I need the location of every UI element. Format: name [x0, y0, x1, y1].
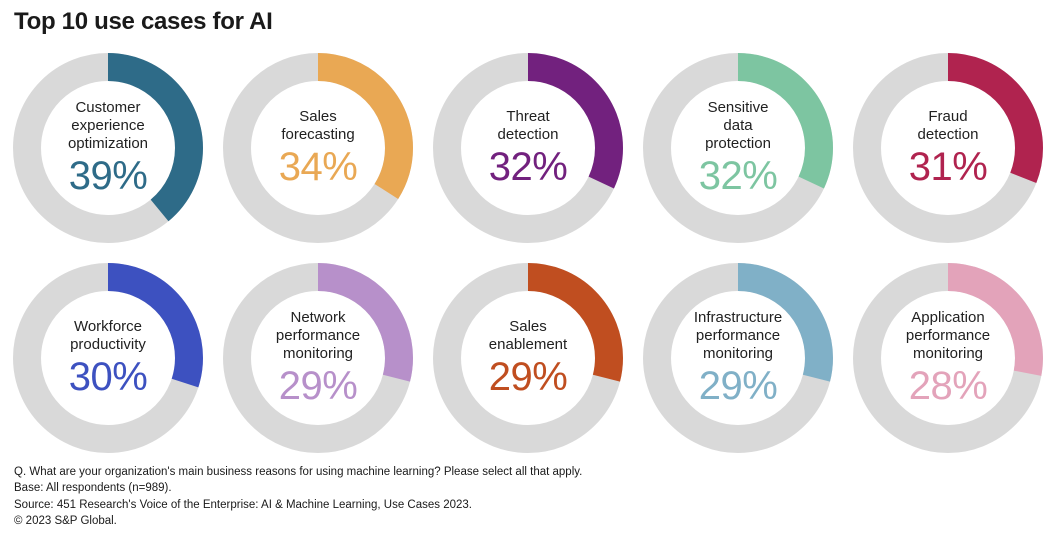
donut-label: Sales forecasting — [281, 108, 355, 143]
donut-value: 30% — [68, 355, 148, 399]
footnotes: Q. What are your organization's main bus… — [14, 464, 582, 529]
donut-value: 31% — [908, 145, 988, 189]
donut-value: 29% — [488, 355, 568, 399]
donut-arc — [643, 53, 833, 243]
donut-arc — [223, 53, 413, 243]
donut-value: 32% — [488, 145, 568, 189]
donut-center: Threat detection 32% — [461, 81, 595, 215]
donut-value: 29% — [278, 364, 358, 408]
donut-label: Sales enablement — [488, 318, 568, 353]
donut-ring — [223, 263, 413, 453]
donut-center: Infrastructure performance monitoring 29% — [671, 291, 805, 425]
donut-center: Sensitive data protection 32% — [671, 81, 805, 215]
donut-arc — [433, 53, 623, 243]
donut-label: Threat detection — [497, 108, 559, 143]
footnote-copyright: © 2023 S&P Global. — [14, 514, 117, 527]
donut-fraud-detection: Fraud detection 31% — [853, 53, 1043, 243]
donut-arc — [13, 263, 203, 453]
donut-ring — [853, 53, 1043, 243]
donut-arc — [223, 263, 413, 453]
footnote-question: Q. What are your organization's main bus… — [14, 466, 583, 478]
footnote-base: Base: All respondents (n=989). — [14, 482, 172, 495]
donut-center: Customer experience optimization 39% — [41, 81, 175, 215]
donut-label: Fraud detection — [917, 108, 979, 143]
donut-value: 29% — [698, 364, 778, 408]
donut-arc — [13, 53, 203, 243]
donut-center: Sales forecasting 34% — [251, 81, 385, 215]
donut-sales-enablement: Sales enablement 29% — [433, 263, 623, 453]
donut-center: Fraud detection 31% — [881, 81, 1015, 215]
donut-customer-experience-optimization: Customer experience optimization 39% — [13, 53, 203, 243]
donut-ring — [433, 53, 623, 243]
footnote-source: Source: 451 Research's Voice of the Ente… — [14, 498, 472, 511]
donut-value: 28% — [908, 364, 988, 408]
donut-ring — [853, 263, 1043, 453]
donut-ring — [223, 53, 413, 243]
donut-center: Sales enablement 29% — [461, 291, 595, 425]
donut-center: Workforce productivity 30% — [41, 291, 175, 425]
donut-ring — [13, 53, 203, 243]
donut-workforce-productivity: Workforce productivity 30% — [13, 263, 203, 453]
page-title: Top 10 use cases for AI — [14, 8, 273, 35]
donut-label: Workforce productivity — [70, 318, 146, 353]
donut-arc — [853, 263, 1043, 453]
donut-infrastructure-performance-monitoring: Infrastructure performance monitoring 29% — [643, 263, 833, 453]
donut-value: 34% — [278, 145, 358, 189]
donut-network-performance-monitoring: Network performance monitoring 29% — [223, 263, 413, 453]
donut-ring — [13, 263, 203, 453]
donut-arc — [643, 263, 833, 453]
donut-label: Infrastructure performance monitoring — [693, 309, 783, 362]
donut-value: 32% — [698, 154, 778, 198]
donut-center: Application performance monitoring 28% — [881, 291, 1015, 425]
donut-center: Network performance monitoring 29% — [251, 291, 385, 425]
donut-label: Network performance monitoring — [275, 309, 361, 362]
donut-threat-detection: Threat detection 32% — [433, 53, 623, 243]
donut-label: Customer experience optimization — [67, 99, 149, 152]
donut-application-performance-monitoring: Application performance monitoring 28% — [853, 263, 1043, 453]
donut-ring — [433, 263, 623, 453]
donut-sales-forecasting: Sales forecasting 34% — [223, 53, 413, 243]
donut-label: Sensitive data protection — [705, 99, 771, 152]
donut-label: Application performance monitoring — [905, 309, 991, 362]
donut-sensitive-data-protection: Sensitive data protection 32% — [643, 53, 833, 243]
donut-arc — [433, 263, 623, 453]
donut-arc — [853, 53, 1043, 243]
donut-grid: Customer experience optimization 39% Sales fo… — [13, 53, 1043, 453]
donut-ring — [643, 53, 833, 243]
donut-ring — [643, 263, 833, 453]
donut-value: 39% — [68, 154, 148, 198]
